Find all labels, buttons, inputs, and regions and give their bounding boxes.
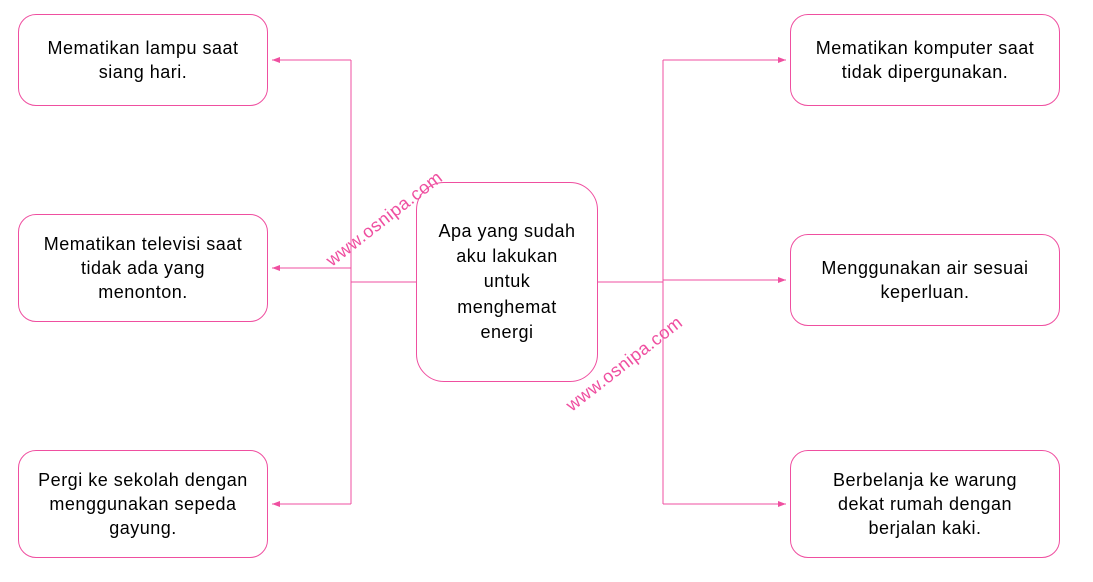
right-node-1: Menggunakan air sesuai keperluan. (790, 234, 1060, 326)
right-node-2: Berbelanja ke warung dekat rumah dengan … (790, 450, 1060, 558)
left-node-2-text: Pergi ke sekolah dengan menggunakan sepe… (37, 468, 249, 541)
right-node-2-text: Berbelanja ke warung dekat rumah dengan … (809, 468, 1041, 541)
right-node-0-text: Mematikan komputer saat tidak dipergunak… (809, 36, 1041, 85)
left-node-1-text: Mematikan televisi saat tidak ada yang m… (37, 232, 249, 305)
right-node-1-text: Menggunakan air sesuai keperluan. (809, 256, 1041, 305)
left-node-0-text: Mematikan lampu saat siang hari. (37, 36, 249, 85)
right-node-0: Mematikan komputer saat tidak dipergunak… (790, 14, 1060, 106)
left-node-1: Mematikan televisi saat tidak ada yang m… (18, 214, 268, 322)
left-node-0: Mematikan lampu saat siang hari. (18, 14, 268, 106)
center-node: Apa yang sudah aku lakukan untuk menghem… (416, 182, 598, 382)
left-node-2: Pergi ke sekolah dengan menggunakan sepe… (18, 450, 268, 558)
center-node-text: Apa yang sudah aku lakukan untuk menghem… (433, 219, 581, 345)
